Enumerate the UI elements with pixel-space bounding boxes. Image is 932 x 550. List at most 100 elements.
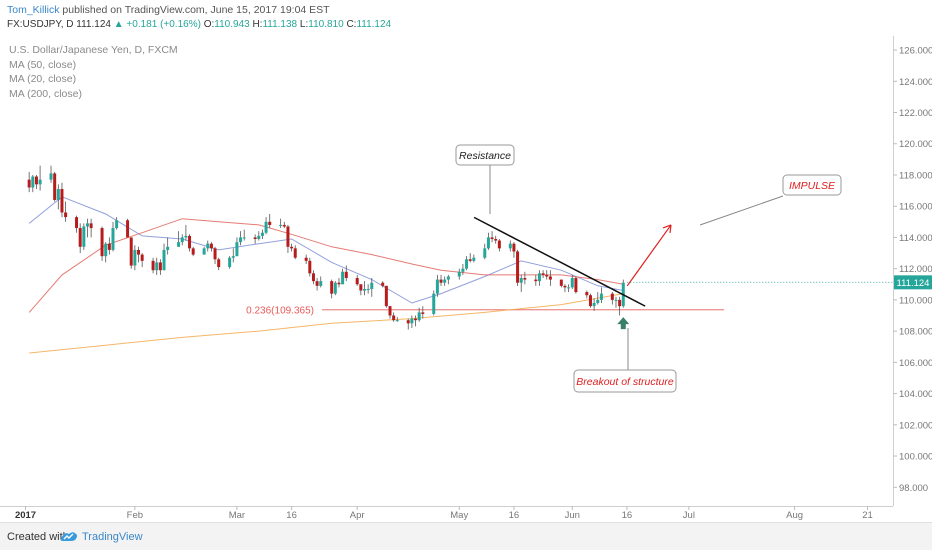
candle	[366, 284, 370, 294]
candle-body	[414, 318, 418, 321]
candle-body	[27, 179, 31, 188]
candle	[457, 268, 461, 280]
candle-body	[151, 260, 155, 271]
price-chart[interactable]: 126.000 124.000 122.000 120.000 118.000 116.0…	[0, 36, 932, 522]
y-tick-label: 112.000	[899, 264, 932, 275]
impulse-arrow-line	[626, 224, 672, 287]
candle-body	[497, 240, 501, 249]
candle-body	[567, 287, 571, 289]
candle	[126, 218, 130, 238]
legend-instrument[interactable]: U.S. Dollar/Japanese Yen, D, FXCM	[9, 44, 178, 56]
candle	[443, 276, 447, 286]
candle	[260, 229, 264, 239]
candle-body	[217, 259, 221, 268]
candle-body	[599, 293, 603, 300]
candle-body	[286, 226, 290, 247]
x-tick-label: Aug	[786, 510, 803, 521]
footer: Created with TradingView	[0, 522, 932, 550]
candle-body	[104, 243, 108, 257]
candle	[370, 278, 374, 297]
tradingview-link[interactable]: TradingView	[82, 531, 143, 543]
candle-body	[235, 242, 239, 257]
candle-body	[242, 237, 246, 239]
candle	[494, 235, 498, 244]
candle-body	[319, 281, 323, 286]
candle	[330, 279, 334, 299]
candle	[596, 292, 600, 305]
y-tick-label: 122.000	[899, 108, 932, 119]
candle	[548, 270, 552, 286]
candle	[574, 276, 578, 294]
candle-body	[75, 217, 79, 229]
legend-ma20[interactable]: MA (20, close)	[9, 73, 77, 85]
candle	[614, 296, 618, 308]
candle	[286, 224, 290, 254]
candle	[180, 234, 184, 246]
quote-line: FX:USDJPY, D 111.124 ▲ +0.181 (+0.16%) O…	[7, 19, 391, 30]
candle-body	[472, 257, 476, 261]
candle-body	[618, 299, 622, 307]
legend-ma200[interactable]: MA (200, close)	[9, 87, 82, 100]
author-link[interactable]: Tom_Killick	[7, 4, 60, 16]
candle	[362, 281, 366, 296]
candle-body	[370, 282, 374, 289]
candle	[100, 226, 104, 261]
candle	[155, 257, 159, 275]
last-price-tag-label: 111.124	[897, 278, 930, 289]
candle-body	[268, 221, 272, 225]
candle	[392, 312, 396, 322]
candle	[257, 231, 261, 241]
candle	[140, 253, 144, 268]
open-label: O:	[203, 19, 215, 30]
candle-body	[126, 220, 130, 238]
y-tick-label: 124.000	[899, 77, 932, 88]
candle	[133, 245, 137, 271]
candle-body	[279, 224, 283, 226]
candle-body	[177, 242, 181, 247]
candle-body	[406, 320, 410, 324]
candle-body	[239, 237, 243, 243]
indicator-legend: U.S. Dollar/Japanese Yen, D, FXCM MA (50…	[9, 43, 178, 101]
candle	[27, 171, 31, 193]
candle	[115, 217, 119, 230]
y-tick-label: 108.000	[899, 327, 932, 338]
candle-body	[592, 303, 596, 307]
resistance-callout-text: Resistance	[459, 150, 511, 162]
candle-body	[311, 273, 315, 282]
candle-body	[188, 235, 192, 249]
legend-ma50[interactable]: MA (50, close)	[9, 58, 77, 71]
candle	[34, 174, 38, 190]
candle	[508, 240, 512, 252]
candle-body	[344, 271, 348, 279]
candle	[410, 315, 414, 328]
candle-body	[264, 221, 268, 233]
symbol-label[interactable]: FX:USDJPY, D	[7, 19, 74, 30]
candle	[49, 165, 53, 183]
candle	[315, 278, 319, 291]
candle	[53, 171, 57, 202]
candle	[618, 296, 622, 316]
candle	[497, 238, 501, 252]
candle-body	[461, 268, 465, 272]
y-tick-label: 104.000	[899, 389, 932, 400]
high-value: 111.138	[262, 19, 298, 30]
candle	[563, 284, 567, 293]
candle	[414, 315, 418, 327]
candle-body	[570, 278, 574, 288]
candle	[111, 221, 115, 252]
ma50-line	[28, 218, 624, 313]
candle	[290, 243, 294, 252]
candle-body	[140, 254, 144, 261]
y-tick-label: 98.000	[899, 483, 928, 494]
candle	[512, 242, 516, 258]
candle	[588, 293, 592, 308]
candle	[395, 317, 399, 322]
y-tick-label: 106.000	[899, 358, 932, 369]
candle	[384, 285, 388, 308]
candle	[319, 276, 323, 288]
candle-body	[60, 189, 64, 213]
candle	[333, 281, 337, 296]
candle	[308, 257, 312, 277]
candle-body	[315, 281, 319, 286]
candle-body	[166, 246, 170, 250]
